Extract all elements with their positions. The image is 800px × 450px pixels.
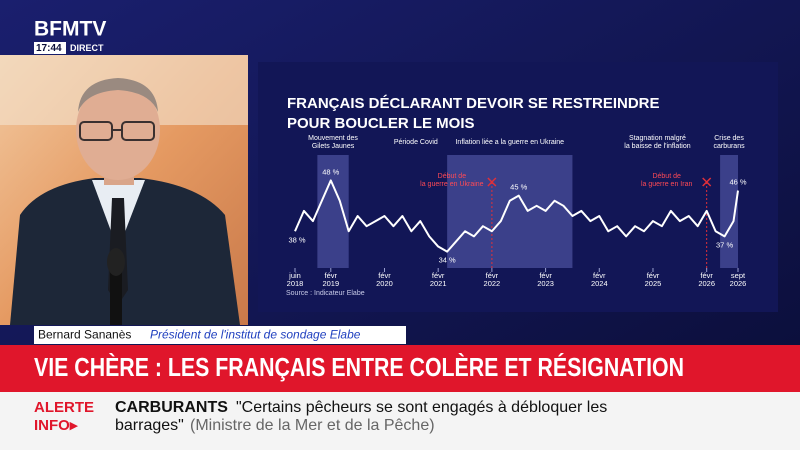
period-label: Inflation liée a la guerre en Ukraine [455,139,564,146]
ticker-quote: barrages" [115,417,184,434]
event-marker [487,177,497,187]
ticker [0,392,800,450]
period-label: Stagnation malgré [629,135,686,142]
event-label: la guerre en Ukraine [420,181,484,188]
x-tick-label: juin 2018 [287,271,304,288]
logo: BFMTV [34,18,106,41]
chart-source: Source : Indicateur Elabe [286,290,365,297]
x-tick-label: févr 2025 [645,271,662,288]
x-tick-label: févr 2024 [591,271,608,288]
clock: 17:44 [36,43,62,54]
data-line [294,179,739,253]
period-label: Mouvement des [308,135,358,142]
value-label: 37 % [716,240,733,249]
x-tick-label: févr 2019 [322,271,339,288]
x-tick-label: févr 2021 [430,271,447,288]
ticker-attribution: (Ministre de la Mer et de la Pêche) [190,417,435,434]
headline: VIE CHÈRE : LES FRANÇAIS ENTRE COLÈRE ET… [34,352,684,382]
chart-title: FRANÇAIS DÉCLARANT DEVOIR SE RESTREINDRE [287,95,660,112]
ticker-quote: "Certains pêcheurs se sont engagés à déb… [236,399,607,416]
period-band [720,155,738,268]
event-label: Début de [652,173,681,180]
period-label: la baisse de l'inflation [624,143,690,150]
value-label: 48 % [322,167,339,176]
period-label: Crise des [714,135,744,142]
chart-title: POUR BOUCLER LE MOIS [287,115,475,132]
value-label: 38 % [288,235,305,244]
channel-logo: BFMTV 17:44 DIRECT [34,18,106,54]
x-tick-label: févr 2023 [537,271,554,288]
event-marker [702,177,712,187]
guest-name: Bernard Sananès [38,328,131,342]
guest-role: Président de l'institut de sondage Elabe [150,328,361,342]
x-tick-label: févr 2020 [376,271,393,288]
period-label: Période Covid [394,139,438,146]
x-tick-label: févr 2022 [484,271,501,288]
event-label: Début de [438,173,467,180]
live: DIRECT [70,43,104,53]
period-band [447,155,573,268]
ticker-topic: CARBURANTS [115,399,228,416]
headline-band [0,345,800,392]
event-label: la guerre en Iran [641,181,692,188]
value-label: 46 % [729,178,746,187]
x-tick-label: févr 2026 [698,271,715,288]
period-label: carburans [713,143,745,150]
presenter-video [0,55,248,325]
period-label: Gilets Jaunes [312,143,355,150]
alert-badge: ALERTE [34,399,94,416]
alert-badge: INFO▸ [34,417,79,434]
value-label: 34 % [439,256,456,265]
name-strap [34,326,406,344]
x-tick-label: sept 2026 [730,271,747,288]
value-label: 45 % [510,183,527,192]
